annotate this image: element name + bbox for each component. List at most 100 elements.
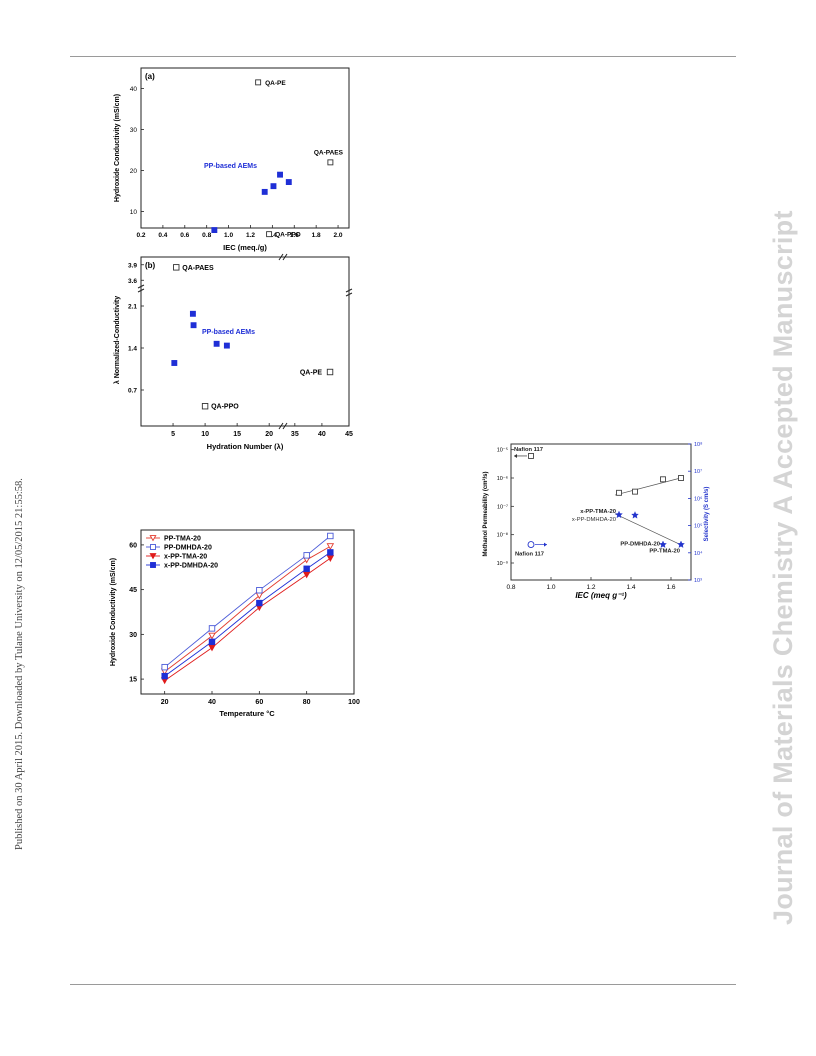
x-tick-label: 1.0 [546, 584, 555, 591]
figure-methanol-y2label: Selectivity (S cm/s) [704, 487, 710, 542]
y-tick-label: 60 [129, 542, 137, 549]
data-label: PP-DMHDA-20 [620, 542, 660, 548]
data-point [327, 159, 334, 166]
data-point [161, 663, 168, 671]
figure-a-panel-label: (a) [145, 72, 155, 81]
data-point [326, 555, 335, 562]
figure-methanol-yticks: 10⁻⁹ 10⁻⁸ 10⁻⁷ 10⁻⁶ 10⁻⁵ [497, 447, 514, 567]
x-tick-label: 2.0 [334, 232, 343, 239]
figure-temperature-xticks: 20 40 60 80 100 [161, 691, 360, 706]
y2-tick-label: 10⁷ [694, 468, 702, 475]
x-tick-label: 0.4 [158, 232, 167, 239]
legend-marker [149, 553, 157, 560]
figure-temperature-frame [140, 529, 355, 695]
x-tick-label: 60 [255, 699, 263, 706]
figure-b-yticks: 0.7 1.4 2.1 3.6 3.9 [128, 262, 144, 395]
y2-tick-label: 10⁵ [694, 523, 702, 530]
y-tick-label: 30 [129, 632, 137, 639]
data-point [208, 625, 216, 632]
data-point [303, 552, 310, 559]
x-tick-label: 1.6 [290, 232, 299, 239]
figure-a-frame [140, 67, 350, 229]
y-tick-label: 20 [130, 168, 138, 175]
figure-a-svg: (a) 10 20 30 40 0.2 0.4 0.6 0.8 1.0 1.2 1.4 1.6 1.8… [114, 67, 350, 252]
figure-temperature-legend: PP-TMA-20 PP-DMHDA-20 x-PP-TMA-20 x-PP-DMHD… [146, 535, 218, 570]
data-point [223, 342, 230, 349]
figure-a-yticks: 10 20 30 40 [130, 86, 144, 216]
arrow-head [544, 542, 547, 547]
y2-tick-label: 10⁶ [694, 495, 702, 502]
data-point [208, 638, 216, 646]
y-tick-label: 10⁻⁸ [497, 532, 508, 539]
data-point [326, 368, 334, 376]
footer-rule [70, 984, 736, 985]
data-point [616, 489, 622, 496]
legend-marker [150, 544, 156, 550]
y-tick-label: 30 [130, 127, 138, 134]
y-tick-label: 2.1 [128, 304, 137, 311]
data-point [270, 183, 277, 190]
figure-methanol-frame [510, 443, 692, 581]
y-tick-label: 3.9 [128, 262, 137, 269]
figure-methanol-labels: Nafion 117 x-PP-TMA-20 x-PP-DMHDA-20 PP-DMH… [514, 447, 680, 558]
figure-a-ylabel: Hydroxide Conductivity (mS/cm) [114, 94, 121, 202]
data-point [326, 543, 335, 551]
data-label: QA-PAES [182, 265, 214, 272]
x-tick-label: 45 [345, 431, 353, 438]
figure-a-annotation: PP-based AEMs [204, 163, 257, 170]
data-label: x-PP-DMHDA-20 [572, 517, 616, 523]
figure-b: (b) 0.7 1.4 2.1 3.6 3.9 5 10 15 20 35 40 45 QA-PAE… [108, 252, 358, 454]
header-rule [70, 56, 736, 57]
data-point [173, 264, 180, 271]
y-tick-label: 0.7 [128, 388, 137, 395]
data-point [302, 571, 311, 579]
data-point [303, 565, 310, 572]
data-point [285, 179, 292, 186]
y-tick-label: 10⁻⁷ [497, 503, 508, 510]
data-point [678, 475, 684, 481]
data-point [277, 171, 283, 178]
figure-temperature-svg: 15 30 45 60 20 40 60 80 100 PP-TMA-20 PP-DMHDA-2… [110, 529, 360, 718]
figure-methanol-ylabel: Methanol Permeability (cm²/s) [482, 471, 489, 556]
data-point [213, 340, 220, 347]
data-point [208, 632, 216, 640]
figure-methanol-y2ticks: 10³ 10⁴ 10⁵ 10⁶ 10⁷ 10⁸ [688, 441, 703, 584]
y-tick-label: 10⁻⁹ [497, 560, 508, 567]
figure-b-panel-label: (b) [145, 261, 156, 270]
legend-marker [150, 562, 156, 568]
y-tick-label: 10⁻⁶ [497, 475, 508, 482]
data-point [528, 453, 534, 459]
y2-tick-label: 10³ [694, 578, 702, 584]
data-point [631, 511, 639, 519]
data-point [660, 476, 666, 483]
data-label: Nafion 117 [515, 552, 544, 558]
figure-b-xticks: 5 10 15 20 35 40 45 [171, 423, 353, 438]
data-point [659, 540, 667, 548]
data-point [255, 79, 262, 86]
data-label: QA-PPO [211, 404, 239, 411]
fit-line [614, 513, 684, 547]
data-point [327, 532, 334, 540]
x-tick-label: 0.8 [202, 232, 211, 239]
data-point [615, 510, 623, 519]
x-tick-label: 5 [171, 431, 175, 438]
figure-a-xticks: 0.2 0.4 0.6 0.8 1.0 1.2 1.4 1.6 1.8 2.0 [136, 225, 343, 239]
data-point [632, 488, 638, 495]
y-tick-label: 1.4 [128, 346, 137, 353]
data-point [201, 402, 209, 410]
figure-b-annotation: PP-based AEMs [202, 329, 255, 336]
x-tick-label: 1.2 [246, 232, 255, 239]
y-tick-label: 45 [129, 587, 137, 594]
y2-tick-label: 10⁸ [694, 441, 702, 448]
y-tick-label: 3.6 [128, 278, 137, 285]
x-tick-label: 20 [161, 699, 169, 706]
figure-temperature-markers [160, 532, 335, 685]
data-label: x-PP-TMA-20 [580, 509, 616, 515]
arrow-head [514, 453, 517, 458]
figure-a-points: QA-PE QA-PPO QA-PAES [211, 79, 344, 239]
figure-temperature: 15 30 45 60 20 40 60 80 100 PP-TMA-20 PP-DMHDA-2… [106, 522, 362, 724]
data-point [211, 227, 218, 234]
x-tick-label: 1.0 [224, 232, 233, 239]
figure-a: (a) 10 20 30 40 0.2 0.4 0.6 0.8 1.0 1.2 1.4 1.6 1.8… [108, 64, 358, 256]
data-point [190, 322, 197, 329]
